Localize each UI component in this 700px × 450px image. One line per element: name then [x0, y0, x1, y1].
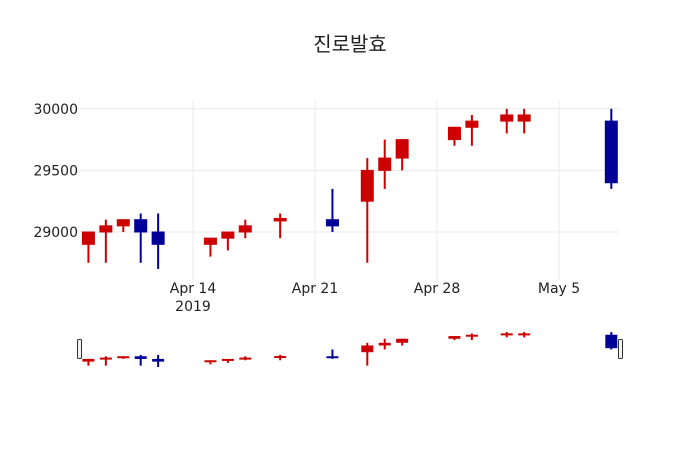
x-tick-label: May 5	[538, 281, 580, 297]
y-tick-label: 29500	[33, 163, 78, 179]
mini-candle	[378, 338, 391, 350]
mini-candle	[221, 358, 234, 363]
candle[interactable]	[273, 213, 287, 239]
mini-candle	[396, 338, 409, 346]
rangeslider-candles	[82, 332, 618, 367]
candle[interactable]	[395, 139, 409, 171]
mini-candle	[99, 356, 112, 366]
x-tick-label: Apr 28	[414, 281, 460, 297]
candle[interactable]	[116, 219, 130, 232]
mini-candle	[204, 360, 217, 365]
chart-title: 진로발효	[313, 32, 387, 56]
candle[interactable]	[378, 139, 392, 189]
candle[interactable]	[99, 219, 113, 263]
candle[interactable]	[604, 108, 618, 189]
mini-candle	[361, 342, 374, 366]
y-tick-label: 30000	[33, 102, 78, 118]
candle[interactable]	[151, 213, 165, 269]
y-axis: 29000 29500 30000	[33, 102, 78, 241]
rangeslider-left-handle[interactable]	[77, 339, 82, 359]
rangeslider-right-handle[interactable]	[618, 339, 623, 359]
x-axis: Apr 14 2019 Apr 21 Apr 28 May 5	[170, 281, 580, 315]
candle[interactable]	[360, 158, 374, 263]
candle[interactable]	[325, 188, 339, 232]
candle[interactable]	[447, 126, 461, 146]
candle[interactable]	[500, 108, 514, 134]
candle[interactable]	[465, 114, 479, 146]
mini-candle	[605, 332, 618, 350]
gridlines	[80, 100, 620, 280]
rangeslider[interactable]	[77, 339, 623, 359]
mini-candle	[134, 354, 147, 366]
mini-candle	[239, 356, 252, 361]
candle[interactable]	[517, 108, 531, 134]
mini-candle	[500, 332, 513, 338]
x-tick-year-label: 2019	[175, 299, 211, 315]
y-tick-label: 29000	[33, 225, 78, 241]
mini-candle	[152, 354, 165, 367]
candles	[81, 108, 618, 269]
mini-candle	[465, 333, 478, 341]
candle[interactable]	[134, 213, 148, 263]
candle[interactable]	[81, 231, 95, 263]
candle[interactable]	[221, 231, 235, 251]
x-tick-label: Apr 21	[292, 281, 338, 297]
mini-candle	[117, 356, 130, 359]
candle[interactable]	[238, 219, 252, 239]
mini-candle	[326, 349, 339, 359]
mini-candle	[274, 354, 287, 361]
mini-candle	[448, 336, 461, 341]
candle[interactable]	[203, 237, 217, 257]
mini-candle	[82, 358, 95, 366]
mini-candle	[518, 332, 531, 338]
x-tick-label: Apr 14	[170, 281, 217, 297]
